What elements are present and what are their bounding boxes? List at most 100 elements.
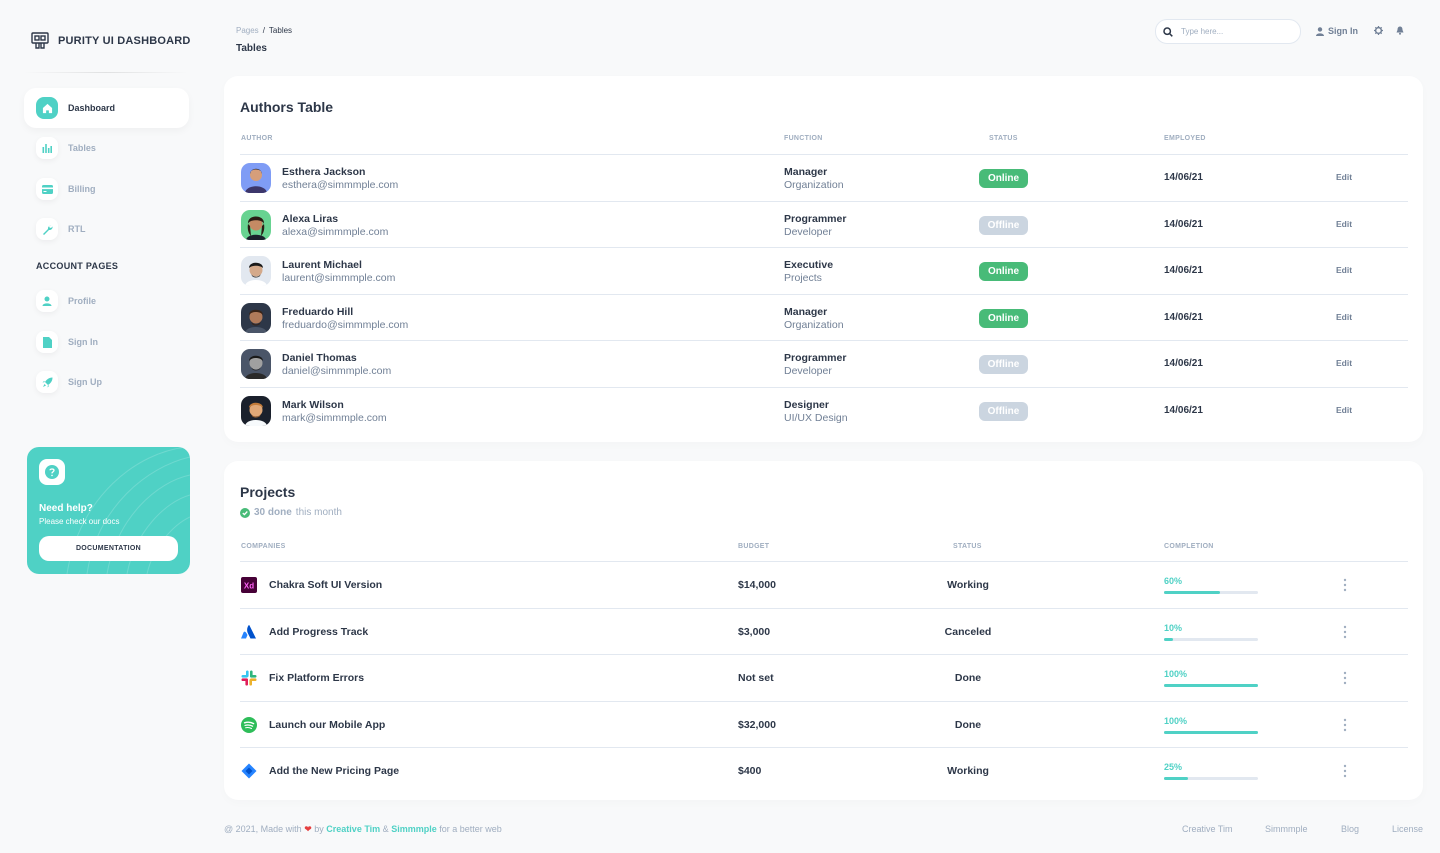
status-badge: Online	[979, 262, 1028, 281]
edit-button[interactable]: Edit	[1336, 405, 1353, 415]
completion-percent: 10%	[1164, 623, 1183, 633]
status-badge: Offline	[979, 355, 1028, 374]
authors-table-card: Authors Table AUTHOR FUNCTION STATUS EMP…	[224, 76, 1423, 442]
edit-button[interactable]: Edit	[1336, 172, 1353, 182]
footer-link-license[interactable]: License	[1392, 824, 1424, 834]
more-options-icon[interactable]	[1341, 577, 1349, 593]
project-status: Working	[947, 765, 989, 777]
edit-button[interactable]: Edit	[1336, 265, 1353, 275]
brand-divider	[24, 72, 188, 73]
breadcrumb-separator: /	[262, 26, 265, 35]
search-input[interactable]	[1181, 27, 1291, 36]
stats-icon	[36, 137, 58, 159]
author-email: alexa@simmmple.com	[282, 226, 389, 238]
author-email: laurent@simmmple.com	[282, 272, 396, 284]
completion-percent: 100%	[1164, 669, 1188, 679]
question-icon	[39, 459, 65, 485]
progress-bar	[1164, 731, 1258, 734]
project-budget: Not set	[738, 672, 774, 684]
sidebar-item-label: Sign In	[68, 337, 98, 347]
table-row: Freduardo Hill freduardo@simmmple.com Ma…	[240, 294, 1408, 341]
sidebar-item-label: Dashboard	[68, 103, 116, 113]
more-options-icon[interactable]	[1341, 624, 1349, 640]
search-box[interactable]	[1155, 19, 1301, 44]
avatar	[241, 256, 271, 286]
author-function: Manager	[784, 306, 828, 318]
column-header-function: FUNCTION	[784, 135, 823, 142]
document-icon	[36, 331, 58, 353]
progress-fill	[1164, 591, 1221, 594]
more-options-icon[interactable]	[1341, 763, 1349, 779]
breadcrumb-root[interactable]: Pages	[236, 26, 259, 35]
project-name: Add the New Pricing Page	[269, 765, 400, 777]
author-email: mark@simmmple.com	[282, 412, 387, 424]
author-email: freduardo@simmmple.com	[282, 319, 409, 331]
account-pages-heading: ACCOUNT PAGES	[36, 261, 119, 271]
status-badge: Online	[979, 309, 1028, 328]
more-options-icon[interactable]	[1341, 717, 1349, 733]
employed-date: 14/06/21	[1164, 172, 1203, 183]
brand[interactable]: PURITY UI DASHBOARD	[31, 32, 191, 50]
sidebar-item-signin[interactable]: Sign In	[24, 322, 189, 362]
author-name: Mark Wilson	[282, 399, 344, 411]
sidebar-item-label: Profile	[68, 296, 97, 306]
project-budget: $32,000	[738, 719, 776, 731]
table-row: Fix Platform Errors Not set Done 100%	[240, 654, 1408, 701]
credit-card-icon	[36, 178, 58, 200]
footer-by: by	[314, 824, 324, 834]
employed-date: 14/06/21	[1164, 358, 1203, 369]
column-header-completion: COMPLETION	[1164, 543, 1214, 550]
project-budget: $3,000	[738, 626, 771, 638]
sidebar-item-billing[interactable]: Billing	[24, 169, 189, 209]
documentation-button[interactable]: DOCUMENTATION	[39, 536, 178, 561]
project-status: Done	[954, 672, 982, 684]
avatar	[241, 303, 271, 333]
page-title: Tables	[236, 43, 267, 54]
completion-percent: 100%	[1164, 716, 1188, 726]
column-header-author: AUTHOR	[241, 135, 273, 142]
project-name: Add Progress Track	[269, 626, 369, 638]
person-icon	[36, 290, 58, 312]
help-title: Need help?	[39, 503, 93, 514]
done-count: 30 done	[254, 507, 292, 518]
column-header-employed: EMPLOYED	[1164, 135, 1206, 142]
avatar	[241, 210, 271, 240]
status-badge: Online	[979, 169, 1028, 188]
footer-link-blog[interactable]: Blog	[1341, 824, 1360, 834]
author-department: Organization	[784, 179, 844, 191]
more-options-icon[interactable]	[1341, 670, 1349, 686]
table-row: Xd Chakra Soft UI Version $14,000 Workin…	[240, 561, 1408, 608]
progress-fill	[1164, 777, 1188, 780]
sidebar-item-signup[interactable]: Sign Up	[24, 362, 189, 402]
footer-credit: @ 2021, Made with ❤ by Creative Tim & Si…	[224, 824, 502, 835]
sidebar-item-tables[interactable]: Tables	[24, 128, 189, 168]
employed-date: 14/06/21	[1164, 312, 1203, 323]
column-header-companies: COMPANIES	[241, 543, 286, 550]
help-subtitle: Please check our docs	[39, 517, 120, 526]
sidebar-item-profile[interactable]: Profile	[24, 281, 189, 321]
signin-link[interactable]: Sign In	[1316, 26, 1358, 36]
avatar	[241, 396, 271, 426]
gear-icon[interactable]	[1374, 26, 1383, 35]
footer-link-creative-tim[interactable]: Creative Tim	[1182, 824, 1233, 834]
table-row: Add the New Pricing Page $400 Working 25…	[240, 747, 1408, 794]
table-row: Add Progress Track $3,000 Canceled 10%	[240, 608, 1408, 655]
footer-link-simmmple[interactable]: Simmmple	[1265, 824, 1308, 834]
projects-title: Projects	[240, 484, 296, 500]
projects-card: Projects 30 done this month COMPANIES BU…	[224, 461, 1423, 800]
sidebar-item-label: RTL	[68, 224, 86, 234]
bell-icon[interactable]	[1396, 26, 1404, 35]
sidebar-item-rtl[interactable]: RTL	[24, 209, 189, 249]
sidebar-item-dashboard[interactable]: Dashboard	[24, 88, 189, 128]
edit-button[interactable]: Edit	[1336, 312, 1353, 322]
edit-button[interactable]: Edit	[1336, 219, 1353, 229]
footer-author-link[interactable]: Simmmple	[391, 824, 437, 834]
author-name: Freduardo Hill	[282, 306, 354, 318]
search-icon	[1163, 26, 1173, 37]
table-row: Laurent Michael laurent@simmmple.com Exe…	[240, 247, 1408, 294]
table-row: Daniel Thomas daniel@simmmple.com Progra…	[240, 340, 1408, 387]
progress-fill	[1164, 638, 1174, 641]
footer-author-link[interactable]: Creative Tim	[326, 824, 381, 834]
edit-button[interactable]: Edit	[1336, 358, 1353, 368]
project-status: Canceled	[944, 626, 992, 638]
